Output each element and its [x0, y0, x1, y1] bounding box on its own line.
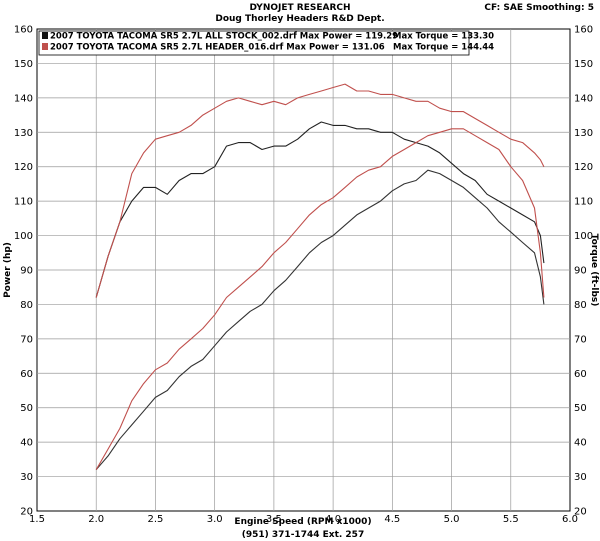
y-tick-label-right: 80 — [574, 300, 587, 311]
y-tick-label-right: 40 — [574, 438, 587, 449]
x-tick-label: 6.0 — [562, 514, 578, 525]
x-tick-label: 4.0 — [325, 514, 341, 525]
y-tick-label-right: 120 — [574, 162, 593, 173]
y-tick-label-right: 140 — [574, 93, 593, 104]
chart-title: DYNOJET RESEARCH — [249, 3, 351, 13]
x-tick-label: 5.0 — [444, 514, 460, 525]
y-tick-label-left: 40 — [20, 438, 33, 449]
y-tick-label-left: 110 — [14, 197, 33, 208]
x-tick-label: 2.0 — [88, 514, 104, 525]
y-tick-label-left: 150 — [14, 59, 33, 70]
x-tick-label: 3.0 — [207, 514, 223, 525]
series-line-torque-stock — [95, 121, 545, 298]
y-tick-label-right: 60 — [574, 369, 587, 380]
legend: 2007 TOYOTA TACOMA SR5 2.7L ALL STOCK_00… — [38, 30, 494, 56]
x-tick-label: 4.5 — [384, 514, 400, 525]
y-axis-label-left: Power (hp) — [3, 242, 13, 298]
y-tick-label-left: 100 — [14, 231, 33, 242]
legend-box — [38, 30, 470, 56]
y-tick-label-right: 70 — [574, 334, 587, 345]
grid — [37, 29, 570, 511]
x-tick-label: 5.5 — [503, 514, 519, 525]
legend-entry-max-torque: Max Torque = 144.44 — [393, 43, 494, 53]
y-tick-label-right: 110 — [574, 197, 593, 208]
y-tick-label-left: 120 — [14, 162, 33, 173]
series-line-torque-header — [95, 83, 545, 298]
y-tick-label-left: 80 — [20, 300, 33, 311]
y-tick-label-left: 130 — [14, 128, 33, 139]
y-tick-label-right: 130 — [574, 128, 593, 139]
x-tick-label: 1.5 — [29, 514, 45, 525]
series-line-power-stock — [95, 169, 545, 471]
settings-readout: CF: SAE Smoothing: 5 — [484, 3, 594, 13]
y-axis-label-right: Torque (ft-lbs) — [589, 234, 599, 307]
legend-entry-label: 2007 TOYOTA TACOMA SR5 2.7L ALL STOCK_00… — [50, 32, 398, 42]
y-tick-label-right: 90 — [574, 266, 587, 277]
y-tick-label-left: 90 — [20, 266, 33, 277]
legend-entry-label: 2007 TOYOTA TACOMA SR5 2.7L HEADER_016.d… — [50, 43, 385, 53]
y-tick-label-right: 30 — [574, 472, 587, 483]
y-tick-label-right: 160 — [574, 25, 593, 36]
legend-swatch — [42, 43, 48, 50]
footer-phone: (951) 371-1744 Ext. 257 — [242, 530, 364, 540]
y-tick-label-right: 20 — [574, 507, 587, 518]
y-tick-label-right: 150 — [574, 59, 593, 70]
y-tick-label-left: 30 — [20, 472, 33, 483]
y-tick-label-right: 50 — [574, 403, 587, 414]
x-tick-label: 2.5 — [147, 514, 163, 525]
series-lines — [95, 83, 545, 471]
chart-subtitle: Doug Thorley Headers R&D Dept. — [215, 14, 385, 24]
y-tick-label-left: 140 — [14, 93, 33, 104]
x-axis-label: Engine Speed (RPM x1000) — [234, 517, 371, 527]
y-tick-label-left: 70 — [20, 334, 33, 345]
y-tick-label-left: 50 — [20, 403, 33, 414]
legend-swatch — [42, 32, 48, 39]
series-line-power-header — [95, 128, 545, 470]
y-tick-label-right: 100 — [574, 231, 593, 242]
y-tick-label-left: 160 — [14, 25, 33, 36]
x-tick-label: 3.5 — [266, 514, 282, 525]
legend-entry-max-torque: Max Torque = 133.30 — [393, 32, 494, 42]
y-tick-label-left: 20 — [20, 507, 33, 518]
y-tick-label-left: 60 — [20, 369, 33, 380]
